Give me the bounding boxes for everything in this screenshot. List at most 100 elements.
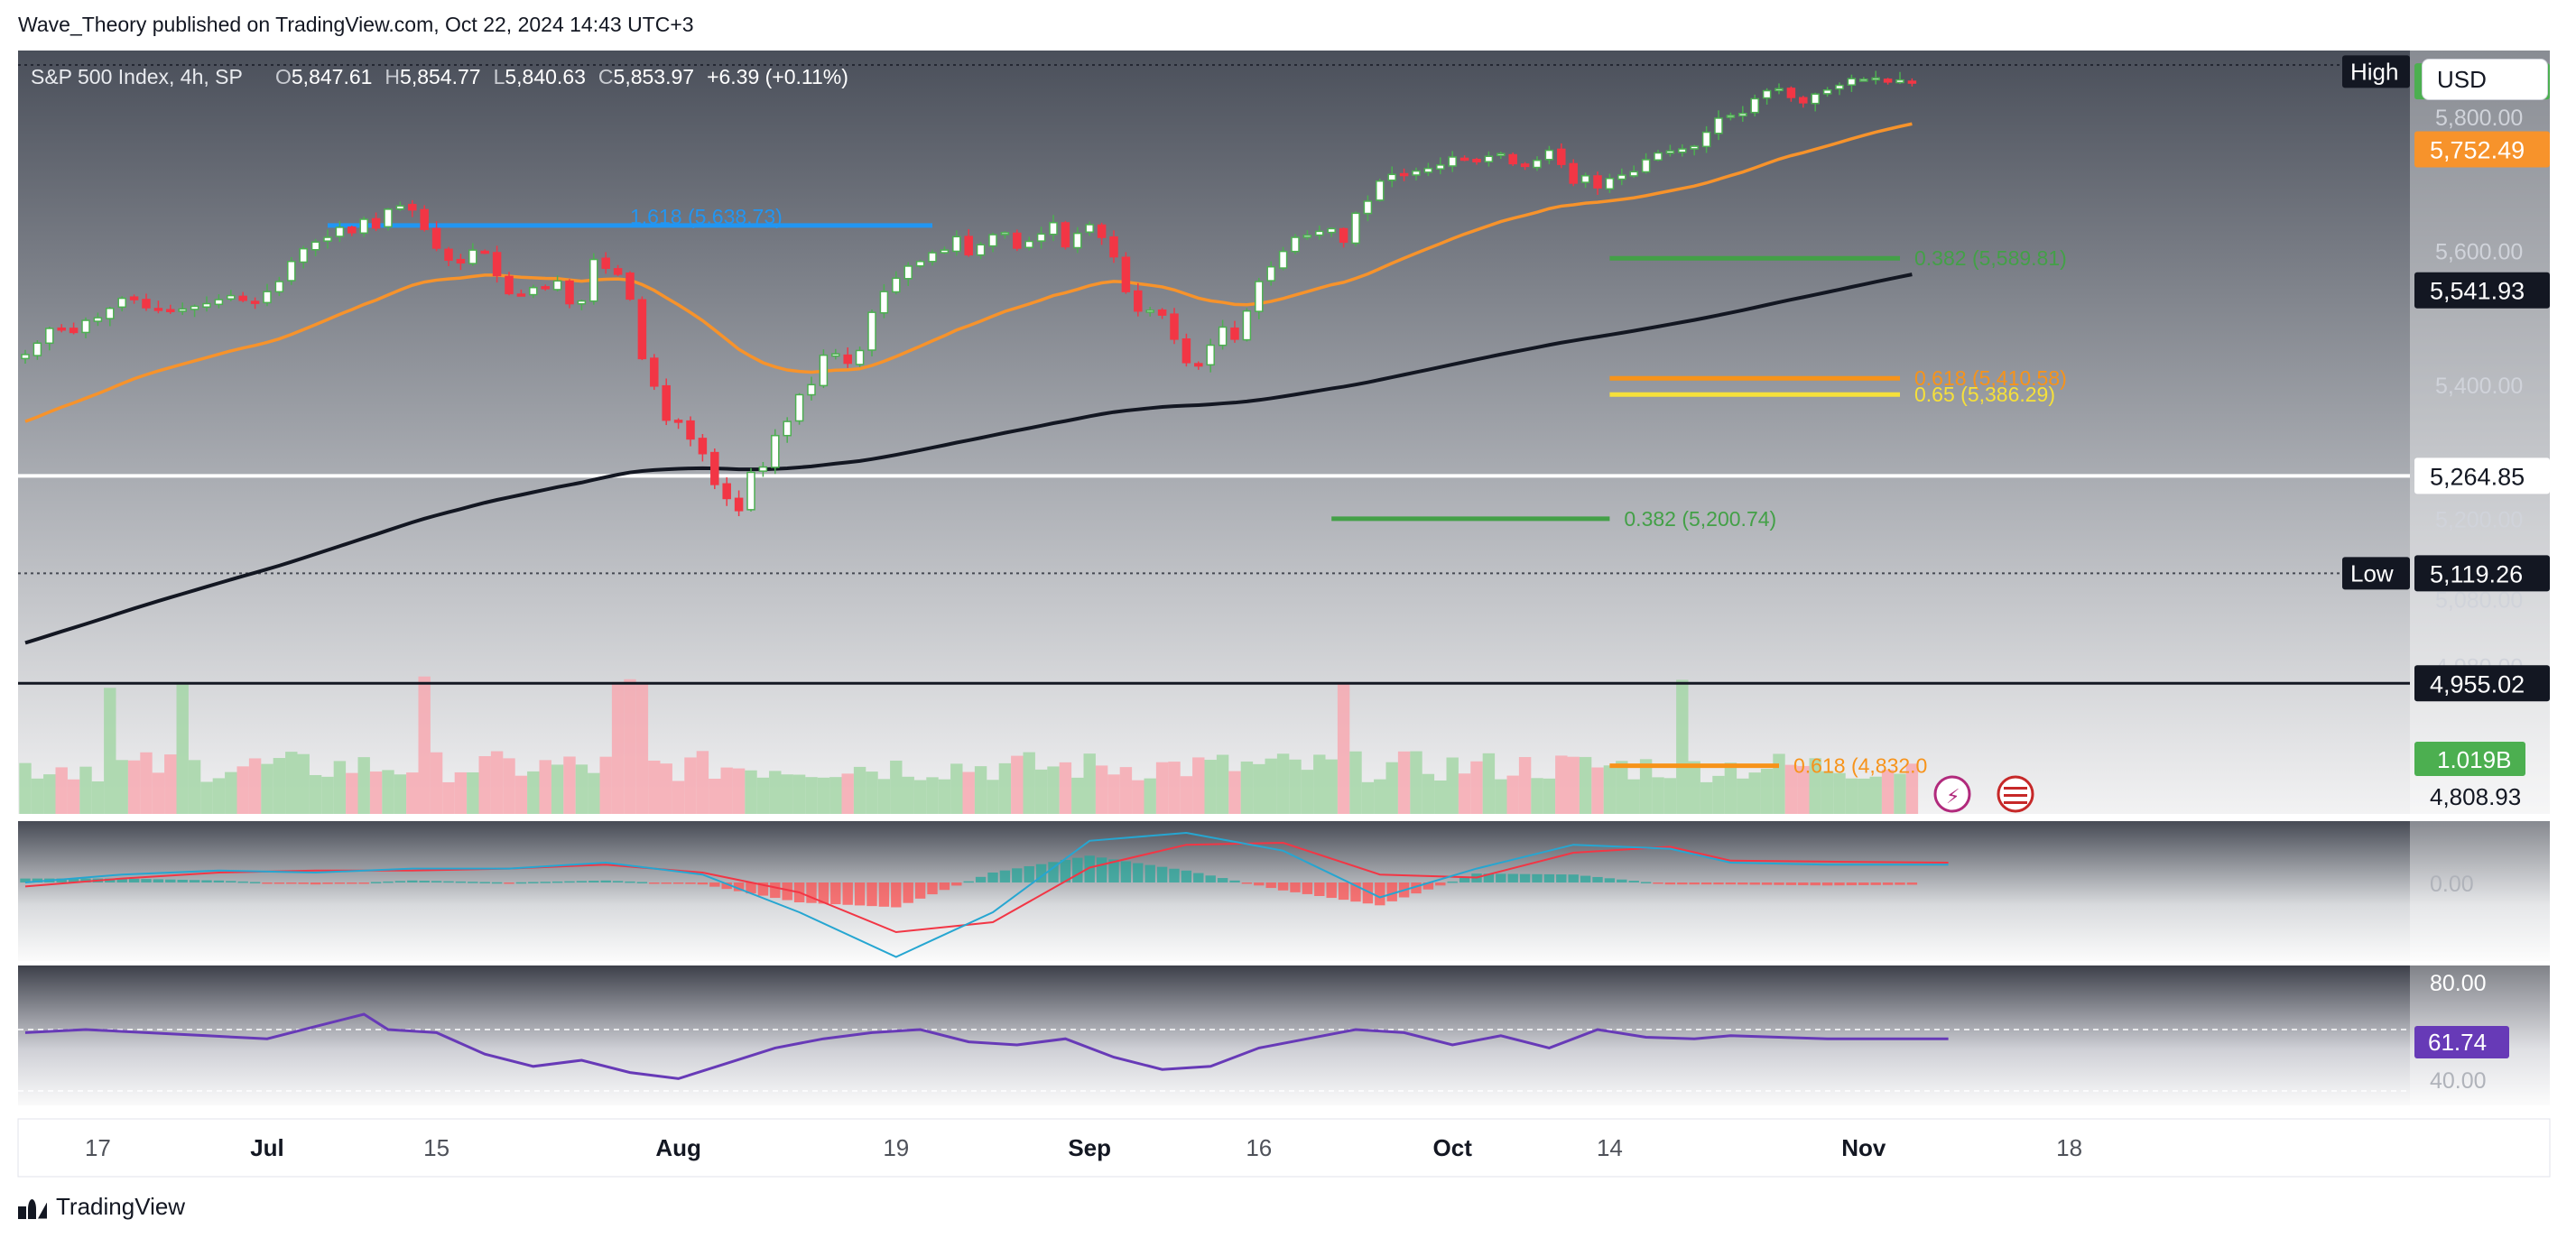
volume-bar: [926, 777, 939, 814]
candle-body: [505, 275, 514, 295]
candle-body: [928, 252, 937, 263]
volume-bar: [1265, 758, 1277, 814]
currency-selector[interactable]: USD: [2422, 59, 2548, 100]
volume-value-tag: [2414, 742, 2525, 776]
volume-bar: [1603, 765, 1617, 814]
volume-bar: [1567, 756, 1580, 814]
macd-histogram-bar: [479, 882, 490, 883]
macd-histogram-bar: [515, 882, 527, 884]
time-axis-labels: 17 Jul 15 Aug 19 Sep 16 Oct 14 Nov 18: [85, 1134, 2082, 1161]
macd-histogram-bar: [1821, 882, 1833, 886]
candle-body: [1013, 232, 1022, 249]
macd-histogram-bar: [310, 882, 321, 885]
macd-histogram-bar: [1798, 882, 1809, 886]
volume-bar: [1688, 761, 1700, 814]
candle-body: [1726, 115, 1736, 118]
level-price-tag: [2414, 457, 2550, 494]
candle-body: [1073, 232, 1082, 249]
volume-bar: [660, 763, 672, 814]
candle-body: [1085, 224, 1094, 233]
macd-histogram-bar: [1519, 873, 1531, 882]
macd-histogram-bar: [80, 878, 91, 882]
macd-histogram-bar: [1496, 873, 1506, 882]
candle-body: [552, 280, 562, 291]
candle-body: [1484, 155, 1494, 162]
macd-histogram-bar: [1532, 873, 1543, 882]
footer-brand: TradingView: [56, 1193, 186, 1220]
candle-body: [1363, 200, 1373, 215]
macd-histogram-bar: [528, 882, 539, 883]
candle-body: [1690, 145, 1699, 150]
volume-bar: [987, 780, 999, 814]
macd-histogram-bar: [1483, 873, 1495, 882]
macd-histogram-bar: [1386, 882, 1397, 901]
macd-histogram-bar: [806, 882, 817, 903]
macd-histogram-bar: [733, 882, 745, 892]
x-tick-label: 17: [85, 1134, 111, 1161]
macd-histogram-bar: [576, 881, 588, 882]
x-tick-label: 16: [1246, 1134, 1272, 1161]
macd-histogram-bar: [358, 882, 369, 884]
x-tick-label: Oct: [1433, 1134, 1473, 1161]
macd-histogram-bar: [1628, 881, 1639, 882]
volume-bar: [1349, 751, 1362, 814]
low-price-value: 5,119.26: [2430, 560, 2523, 587]
macd-histogram-bar: [914, 882, 926, 899]
candle-body: [855, 349, 865, 365]
volume-bar: [467, 771, 479, 814]
candle-body: [1024, 240, 1033, 248]
volume-bar: [1784, 764, 1798, 814]
macd-histogram-bar: [1350, 882, 1361, 902]
volume-bar: [152, 772, 165, 814]
candle-body: [1376, 180, 1385, 201]
macd-histogram-bar: [443, 881, 454, 883]
candle-body: [1255, 281, 1264, 312]
volume-bar: [938, 779, 951, 814]
volume-bar: [1627, 779, 1640, 814]
tradingview-footer[interactable]: TradingView: [18, 1193, 185, 1221]
macd-histogram-bar: [866, 882, 877, 907]
volume-bar: [1639, 759, 1653, 814]
candle-body: [69, 328, 79, 334]
macd-histogram-bar: [721, 882, 732, 890]
volume-bar: [1434, 780, 1447, 814]
volume-bar: [1737, 778, 1749, 814]
volume-bar: [1458, 773, 1471, 814]
macd-histogram-bar: [56, 878, 67, 882]
volume-bar: [1579, 756, 1592, 814]
candle-body: [673, 420, 683, 423]
volume-bar: [998, 762, 1012, 814]
candle-body: [1738, 113, 1747, 117]
low-tag: [2342, 557, 2410, 590]
candle-body: [1883, 79, 1893, 83]
candle-body: [1847, 78, 1857, 86]
macd-histogram-bar: [612, 881, 624, 882]
volume-bar: [1845, 778, 1858, 814]
x-tick-label: 18: [2056, 1134, 2082, 1161]
macd-histogram-bar: [709, 882, 720, 887]
fib-label: 0.618 (4,832.0: [1793, 754, 1927, 778]
earnings-icon[interactable]: [1933, 775, 1971, 813]
low-price-tag: [2414, 555, 2550, 592]
volume-bar: [79, 766, 92, 814]
candle-body: [166, 309, 175, 312]
macd-histogram-bar: [551, 881, 563, 883]
volume-bar: [1858, 778, 1870, 814]
macd-histogram-bar: [1096, 857, 1107, 882]
volume-bar: [974, 766, 987, 814]
macd-histogram-bar: [1035, 864, 1047, 882]
macd-histogram-bar: [1060, 859, 1071, 882]
candle-body: [1654, 152, 1663, 162]
time-axis[interactable]: [17, 1118, 2551, 1178]
volume-bar: [1192, 757, 1205, 814]
volume-bar: [1301, 770, 1314, 814]
macd-histogram-bar: [1846, 882, 1858, 886]
volume-bar: [1410, 751, 1422, 814]
volume-bar: [769, 771, 782, 814]
event-icons[interactable]: ⚡: [1933, 775, 2034, 813]
candle-body: [359, 218, 368, 235]
y-tick-label: 5,800.00: [2435, 106, 2523, 131]
candle-body: [1097, 224, 1107, 238]
y-tick-label: 5,400.00: [2435, 374, 2523, 399]
